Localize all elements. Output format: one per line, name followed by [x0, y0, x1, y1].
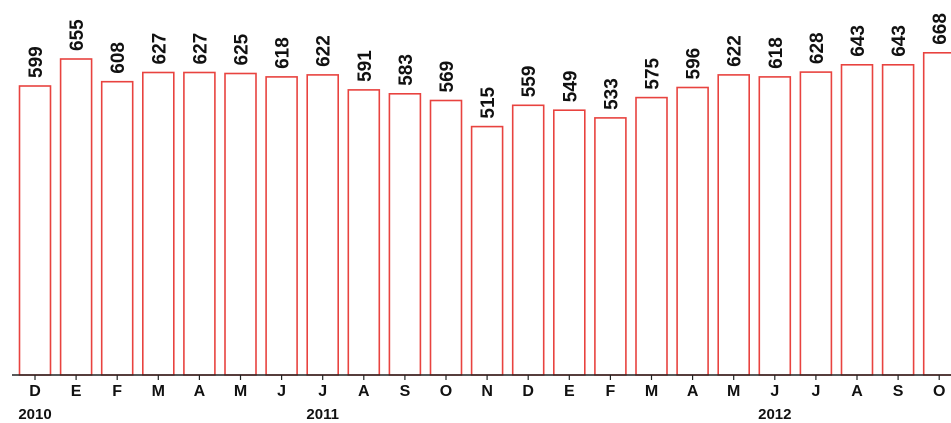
- value-label-2: 608: [108, 42, 129, 74]
- bar-1: [59, 58, 93, 376]
- year-label-0: 2010: [18, 406, 51, 423]
- value-label-20: 643: [848, 25, 869, 57]
- tick-label-10: O: [440, 383, 452, 400]
- tick-label-9: S: [400, 383, 411, 400]
- tick-label-14: F: [606, 383, 616, 400]
- tick-label-17: M: [727, 383, 740, 400]
- year-label-1: 2011: [306, 406, 339, 423]
- tick-label-18: J: [770, 383, 779, 400]
- bar-0: [18, 85, 52, 376]
- tick-label-15: M: [645, 383, 658, 400]
- tick-label-1: E: [71, 383, 82, 400]
- tick-label-12: D: [522, 383, 534, 400]
- tick-label-8: A: [358, 383, 370, 400]
- tick-label-7: J: [318, 383, 327, 400]
- bar-8: [347, 89, 381, 376]
- bars-layer: [18, 51, 951, 376]
- value-label-16: 596: [684, 48, 705, 80]
- bar-9: [388, 93, 422, 376]
- bar-18: [758, 76, 792, 376]
- value-label-3: 627: [149, 33, 170, 65]
- value-label-13: 549: [560, 70, 581, 102]
- bar-2: [100, 80, 134, 376]
- tick-label-0: D: [29, 383, 41, 400]
- value-label-17: 622: [725, 35, 746, 67]
- bar-19: [799, 71, 833, 376]
- bar-20: [840, 64, 874, 376]
- year-labels: 2010 2011 2012: [18, 406, 791, 423]
- value-label-1: 655: [67, 19, 88, 51]
- bar-17: [717, 74, 751, 376]
- value-label-7: 622: [314, 35, 335, 67]
- bar-10: [429, 99, 463, 376]
- value-label-14: 533: [601, 78, 622, 110]
- bar-22: [922, 51, 951, 376]
- value-label-8: 591: [355, 50, 376, 82]
- bar-14: [594, 117, 627, 376]
- value-label-10: 569: [437, 61, 458, 93]
- value-labels: 599 655 608 627 627 625 618 622 591 583 569 515 559 5…: [26, 13, 951, 119]
- value-label-0: 599: [26, 46, 47, 78]
- bar-15: [635, 96, 668, 376]
- tick-label-2: F: [112, 383, 122, 400]
- bar-13: [552, 109, 586, 376]
- bar-5: [224, 72, 257, 376]
- x-axis: [12, 374, 951, 380]
- value-label-5: 625: [232, 33, 253, 65]
- bar-4: [183, 71, 216, 376]
- value-label-12: 559: [519, 66, 540, 98]
- value-label-6: 618: [273, 37, 294, 69]
- bar-6: [265, 76, 298, 376]
- tick-label-16: A: [687, 383, 699, 400]
- bar-21: [881, 64, 915, 376]
- tick-label-11: N: [481, 383, 493, 400]
- tick-label-4: A: [194, 383, 206, 400]
- tick-label-6: J: [277, 383, 286, 400]
- tick-label-22: O: [933, 383, 945, 400]
- value-label-19: 628: [807, 32, 828, 64]
- value-label-4: 627: [190, 33, 211, 65]
- bar-3: [142, 71, 175, 376]
- bar-12: [511, 104, 545, 376]
- year-label-2: 2012: [758, 406, 791, 423]
- tick-label-3: M: [152, 383, 165, 400]
- bar-7: [306, 74, 340, 376]
- tick-label-5: M: [234, 383, 247, 400]
- bar-11: [470, 125, 504, 376]
- value-label-9: 583: [396, 54, 417, 86]
- value-label-21: 643: [889, 25, 910, 57]
- value-label-18: 618: [766, 37, 787, 69]
- value-label-15: 575: [643, 57, 664, 89]
- tick-label-13: E: [564, 383, 575, 400]
- bar-16: [676, 86, 709, 376]
- value-label-22: 668: [930, 13, 951, 45]
- tick-label-20: A: [851, 383, 863, 400]
- tick-label-19: J: [811, 383, 820, 400]
- tick-label-21: S: [893, 383, 904, 400]
- value-label-11: 515: [478, 86, 499, 118]
